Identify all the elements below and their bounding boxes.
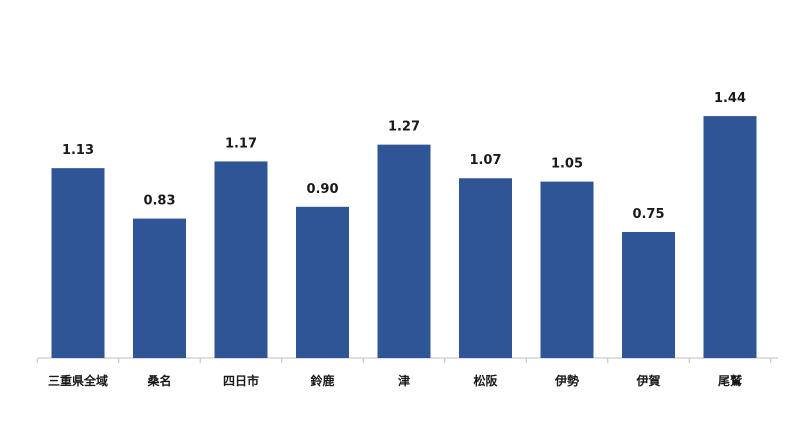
- data-label: 1.27: [388, 120, 420, 135]
- x-tick-label: 伊勢: [554, 373, 579, 388]
- data-label: 1.05: [551, 157, 583, 172]
- bar: [214, 161, 268, 358]
- bar: [540, 181, 594, 358]
- bar: [622, 232, 675, 358]
- x-tick-label: 松阪: [473, 373, 498, 388]
- bar: [51, 168, 105, 358]
- bar: [377, 144, 431, 358]
- x-tick-label: 三重県全域: [48, 373, 108, 388]
- bar: [703, 116, 757, 358]
- x-tick-label: 桑名: [147, 373, 171, 388]
- data-label: 1.13: [62, 143, 94, 158]
- data-label: 1.07: [469, 153, 501, 168]
- data-label: 0.75: [632, 207, 664, 222]
- x-tick-label: 尾鷲: [718, 373, 742, 388]
- data-label: 0.83: [143, 194, 175, 209]
- bar: [133, 218, 186, 358]
- data-label: 0.90: [306, 182, 338, 197]
- x-tick-label: 四日市: [223, 373, 259, 388]
- x-tick-label: 鈴鹿: [310, 373, 334, 388]
- x-tick-label: 伊賀: [635, 373, 660, 388]
- data-label: 1.44: [714, 91, 746, 106]
- data-label: 1.17: [225, 136, 257, 151]
- bar: [459, 178, 512, 358]
- x-tick-label: 津: [398, 373, 410, 388]
- bar: [296, 206, 349, 358]
